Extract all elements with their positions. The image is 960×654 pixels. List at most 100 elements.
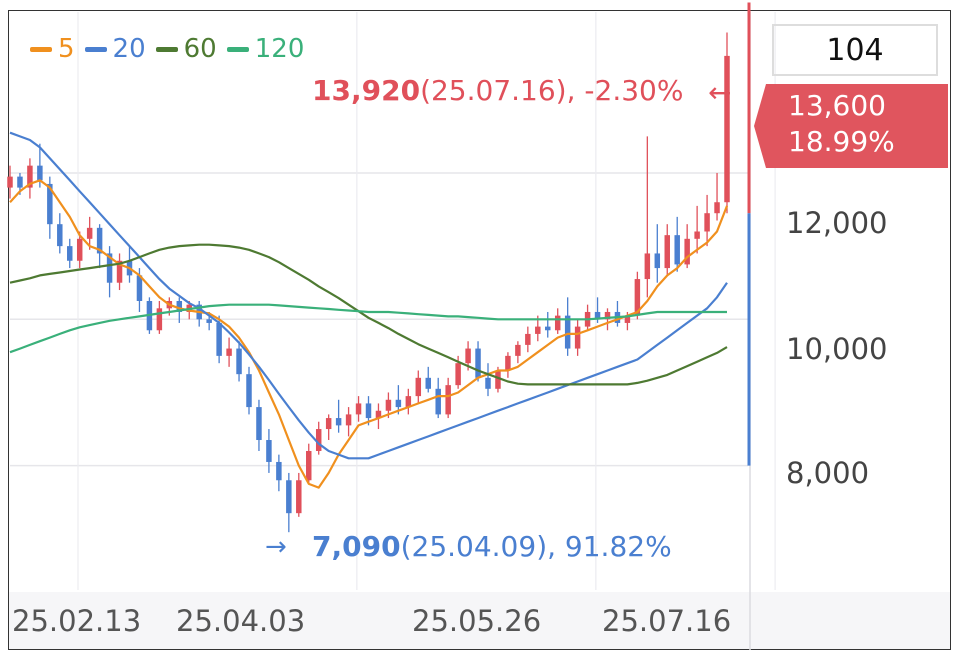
legend-label: 20 bbox=[112, 34, 146, 64]
candle-body bbox=[594, 311, 601, 320]
candle-body bbox=[674, 235, 680, 265]
candle-body bbox=[246, 374, 252, 408]
candle-body bbox=[206, 319, 212, 323]
price-tag-shape bbox=[754, 84, 948, 168]
candle-body bbox=[425, 377, 431, 389]
candle-body bbox=[266, 440, 272, 462]
x-tick-label: 25.05.26 bbox=[412, 604, 542, 638]
candle-body bbox=[365, 403, 372, 419]
low-annotation: 7,090(25.04.09), 91.82% bbox=[312, 530, 672, 563]
legend-item-ma5[interactable]: 5 bbox=[30, 34, 75, 64]
candle-body bbox=[355, 403, 362, 415]
candle-body bbox=[37, 165, 43, 181]
high-value: 13,920 bbox=[312, 74, 421, 107]
candle-body bbox=[704, 213, 710, 232]
candle-body bbox=[495, 370, 501, 389]
low-detail: (25.04.09), 91.82% bbox=[400, 530, 672, 563]
candle-body bbox=[445, 385, 451, 415]
candle-body bbox=[574, 326, 581, 349]
candle-body bbox=[724, 55, 730, 203]
candle-body bbox=[385, 399, 392, 411]
candle-body bbox=[714, 202, 720, 214]
candle-body bbox=[116, 260, 123, 283]
candle-body bbox=[156, 308, 163, 331]
candle-body bbox=[17, 176, 23, 188]
candle-body bbox=[694, 231, 700, 239]
y-tick-label: 10,000 bbox=[786, 332, 888, 366]
chart-frame bbox=[8, 10, 951, 650]
legend-swatch bbox=[84, 46, 107, 52]
right-arrow-icon: → bbox=[265, 532, 287, 562]
candle-body bbox=[325, 418, 332, 430]
candle-body bbox=[276, 461, 282, 481]
candle-body bbox=[106, 253, 113, 283]
candle-body bbox=[136, 275, 143, 301]
candle-body bbox=[624, 315, 631, 323]
left-arrow-icon: ← bbox=[708, 76, 732, 109]
current-price: 13,600 bbox=[788, 89, 886, 122]
candle-body bbox=[176, 301, 183, 312]
candle-body bbox=[515, 344, 521, 356]
candle-body bbox=[664, 235, 670, 269]
candle-body bbox=[296, 480, 302, 514]
candle-body bbox=[27, 165, 33, 188]
candle-body bbox=[564, 315, 571, 349]
x-tick-label: 25.02.13 bbox=[12, 604, 142, 638]
low-value: 7,090 bbox=[312, 530, 401, 563]
candle-body bbox=[67, 246, 73, 261]
candle-body bbox=[485, 377, 491, 389]
legend-item-ma60[interactable]: 60 bbox=[155, 34, 217, 64]
candle-body bbox=[315, 429, 322, 451]
candle-body bbox=[654, 253, 661, 269]
candle-body bbox=[395, 399, 402, 408]
candle-body bbox=[554, 315, 561, 331]
legend-item-ma120[interactable]: 120 bbox=[226, 34, 305, 64]
candle-body bbox=[335, 418, 342, 426]
candle-body bbox=[475, 348, 481, 378]
candle-body bbox=[634, 279, 641, 316]
current-change: 18.99% bbox=[788, 125, 895, 158]
candle-body bbox=[236, 348, 242, 375]
ma-line-20 bbox=[9, 131, 728, 460]
candle-body bbox=[525, 333, 531, 345]
candle-body bbox=[345, 414, 352, 426]
candle-body bbox=[216, 322, 222, 356]
x-axis-band bbox=[9, 592, 950, 649]
candle-body bbox=[684, 238, 690, 265]
current-price-tag: 13,600 18.99% bbox=[754, 84, 948, 168]
legend-swatch bbox=[226, 46, 249, 52]
candle-body bbox=[47, 183, 53, 225]
legend-item-ma20[interactable]: 20 bbox=[84, 34, 146, 64]
legend-label: 120 bbox=[254, 34, 305, 64]
high-annotation: 13,920(25.07.16), -2.30% bbox=[312, 74, 683, 107]
legend-swatch bbox=[30, 46, 52, 52]
x-tick-label: 25.04.03 bbox=[176, 604, 306, 638]
candle-body bbox=[545, 326, 551, 331]
candle-body bbox=[76, 238, 83, 261]
candle-body bbox=[375, 410, 382, 419]
candle-body bbox=[226, 348, 232, 356]
x-tick-label: 25.07.16 bbox=[602, 604, 732, 638]
y-tick-label: 12,000 bbox=[786, 206, 888, 240]
candle-body bbox=[96, 227, 103, 254]
ma-legend: 5 20 60 120 bbox=[30, 34, 304, 64]
candle-body bbox=[7, 176, 13, 188]
candle-body bbox=[435, 388, 441, 415]
candle-body bbox=[57, 224, 63, 247]
candle-body bbox=[465, 348, 471, 364]
candle-body bbox=[644, 253, 651, 280]
candle-body bbox=[306, 450, 312, 481]
candle-body bbox=[405, 396, 412, 408]
y-axis-value-box[interactable]: 104 bbox=[772, 24, 938, 76]
ma-line-120 bbox=[9, 303, 727, 354]
candle-body bbox=[505, 355, 511, 371]
candle-body bbox=[415, 377, 422, 397]
candle-body bbox=[286, 480, 292, 514]
legend-label: 60 bbox=[183, 34, 217, 64]
ma-line-60 bbox=[9, 243, 728, 386]
candle-body bbox=[604, 311, 611, 320]
candle-body bbox=[535, 326, 541, 334]
high-detail: (25.07.16), -2.30% bbox=[420, 74, 684, 107]
candle-body bbox=[86, 227, 93, 239]
